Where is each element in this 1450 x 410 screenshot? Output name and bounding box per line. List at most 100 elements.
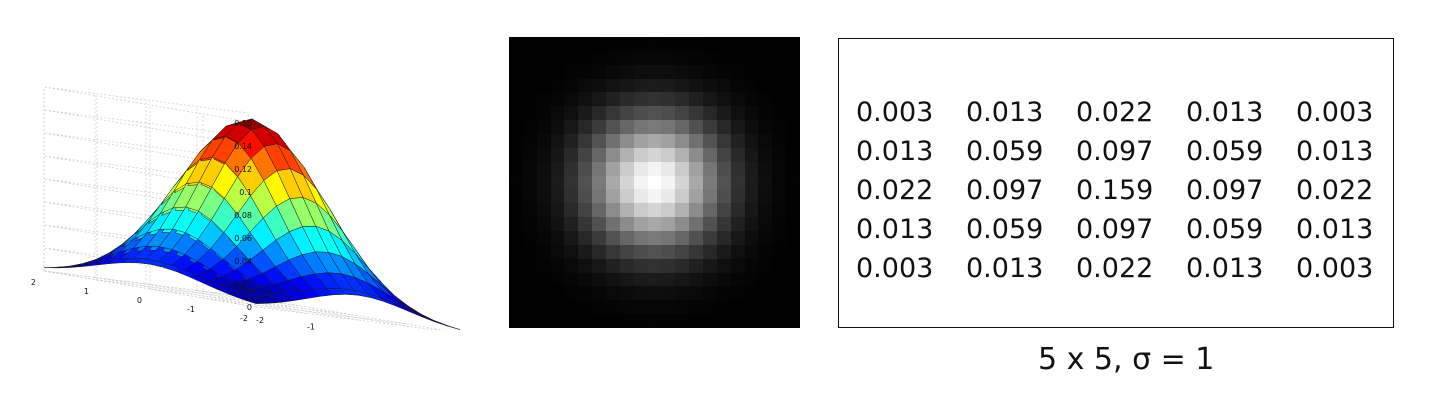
- image-pixel: [730, 300, 745, 315]
- image-pixel: [509, 161, 523, 176]
- image-pixel: [702, 50, 717, 65]
- image-pixel: [633, 258, 648, 273]
- image-pixel: [633, 286, 648, 301]
- image-pixel: [702, 147, 717, 162]
- image-pixel: [661, 258, 676, 273]
- image-pixel: [509, 92, 523, 107]
- image-pixel: [522, 161, 537, 176]
- image-pixel: [647, 161, 662, 176]
- image-pixel: [550, 203, 565, 218]
- image-pixel: [509, 286, 523, 301]
- image-pixel: [675, 230, 690, 245]
- image-pixel: [744, 230, 759, 245]
- image-pixel: [522, 258, 537, 273]
- image-pixel: [758, 106, 773, 121]
- image-pixel: [716, 120, 731, 134]
- image-pixel: [509, 203, 523, 218]
- image-pixel: [772, 78, 787, 93]
- image-pixel: [786, 147, 800, 162]
- image-pixel: [578, 147, 593, 162]
- image-pixel: [605, 286, 620, 301]
- y-tick-label: 2: [31, 278, 36, 287]
- image-pixel: [675, 78, 690, 93]
- image-pixel: [716, 64, 731, 79]
- y-tick-label: 0: [137, 296, 142, 305]
- image-pixel: [744, 286, 759, 301]
- image-pixel: [564, 189, 579, 204]
- image-pixel: [592, 78, 606, 93]
- kernel-cell: 0.059: [966, 214, 1044, 245]
- image-pixel: [716, 300, 731, 315]
- image-pixel: [619, 230, 634, 245]
- image-pixel: [744, 78, 759, 93]
- image-pixel: [605, 147, 620, 162]
- image-pixel: [592, 300, 606, 315]
- z-tick-label: 0.16: [234, 119, 252, 128]
- image-pixel: [564, 161, 579, 176]
- image-pixel: [772, 64, 787, 79]
- image-pixel: [730, 258, 745, 273]
- image-pixel: [730, 203, 745, 218]
- image-pixel: [647, 147, 662, 162]
- image-pixel: [744, 217, 759, 231]
- image-pixel: [550, 147, 565, 162]
- image-pixel: [605, 272, 620, 287]
- image-pixel: [675, 314, 690, 328]
- image-pixel: [786, 203, 800, 218]
- image-pixel: [592, 244, 606, 259]
- image-pixel: [786, 133, 800, 148]
- image-pixel: [730, 286, 745, 301]
- y-tick-label: 1: [84, 287, 89, 296]
- image-pixel: [786, 175, 800, 190]
- image-pixel: [716, 78, 731, 93]
- image-pixel: [550, 175, 565, 190]
- kernel-cell: 0.022: [856, 175, 934, 206]
- image-pixel: [772, 50, 787, 65]
- image-pixel: [689, 37, 703, 51]
- image-pixel: [758, 272, 773, 287]
- kernel-cell: 0.003: [856, 97, 934, 128]
- image-pixel: [633, 78, 648, 93]
- image-pixel: [647, 244, 662, 259]
- image-pixel: [689, 258, 703, 273]
- image-pixel: [605, 217, 620, 231]
- image-pixel: [619, 64, 634, 79]
- image-pixel: [702, 272, 717, 287]
- image-pixel: [716, 189, 731, 204]
- image-pixel: [786, 272, 800, 287]
- kernel-cell: 0.097: [1076, 214, 1154, 245]
- image-pixel: [550, 189, 565, 204]
- grid-line: [43, 109, 257, 147]
- image-pixel: [716, 133, 731, 148]
- image-pixel: [605, 37, 620, 51]
- image-pixel: [647, 92, 662, 107]
- image-pixel: [592, 147, 606, 162]
- image-pixel: [786, 314, 800, 328]
- image-pixel: [536, 147, 551, 162]
- image-pixel: [730, 37, 745, 51]
- image-pixel: [689, 92, 703, 107]
- image-pixel: [744, 203, 759, 218]
- image-pixel: [522, 92, 537, 107]
- image-pixel: [536, 92, 551, 107]
- image-pixel: [509, 147, 523, 162]
- image-pixel: [702, 189, 717, 204]
- image-pixel: [619, 286, 634, 301]
- image-pixel: [689, 286, 703, 301]
- image-pixel: [619, 272, 634, 287]
- image-pixel: [578, 64, 593, 79]
- image-pixel: [675, 133, 690, 148]
- kernel-cell: 0.003: [1296, 97, 1374, 128]
- kernel-matrix-box: 0.003 0.013 0.022 0.013 0.003 0.013 0.059 0.097…: [838, 38, 1394, 328]
- image-pixel: [633, 244, 648, 259]
- image-pixel: [716, 314, 731, 328]
- image-pixel: [509, 189, 523, 204]
- image-pixel: [564, 314, 579, 328]
- image-pixel: [619, 314, 634, 328]
- kernel-cell: 0.059: [966, 136, 1044, 167]
- kernel-cell: 0.059: [1186, 214, 1264, 245]
- image-pixel: [730, 120, 745, 134]
- image-pixel: [536, 175, 551, 190]
- image-pixel: [536, 37, 551, 51]
- image-pixel: [786, 258, 800, 273]
